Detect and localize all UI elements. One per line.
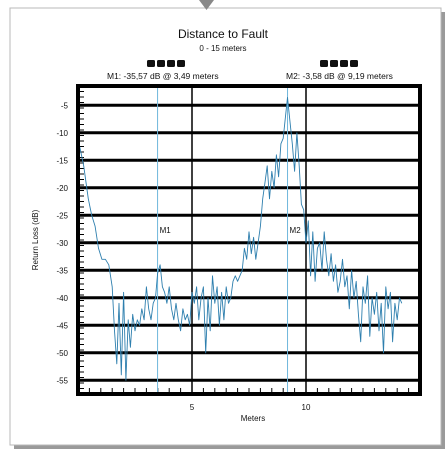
x-tick-labels: 5 10 xyxy=(190,403,311,412)
y-tick-label: -15 xyxy=(56,156,68,165)
marker-m1-readout: M1: -35,57 dB @ 3,49 meters xyxy=(107,71,219,81)
marker-m1-indicator xyxy=(147,60,185,67)
y-tick-label: -10 xyxy=(56,129,68,138)
y-tick-label: -55 xyxy=(56,376,68,385)
y-axis-label: Return Loss (dB) xyxy=(31,209,40,270)
plot-border xyxy=(76,84,422,396)
series-trace xyxy=(78,96,403,381)
y-tick-label: -50 xyxy=(56,349,68,358)
plot-area xyxy=(78,86,420,394)
y-tick-label: -40 xyxy=(56,294,68,303)
marker-m2-readout: M2: -3,58 dB @ 9,19 meters xyxy=(286,71,393,81)
panel-pointer-icon xyxy=(199,0,214,10)
x-tick-label: 10 xyxy=(302,403,311,412)
x-axis-label: Meters xyxy=(241,414,265,423)
marker-label-m2: M2 xyxy=(290,226,302,235)
chart-title: Distance to Fault xyxy=(178,27,269,41)
y-tick-label: -35 xyxy=(56,266,68,275)
marker-label-m1: M1 xyxy=(160,226,172,235)
y-tick-labels: -5 -10 -15 -20 -25 -30 -35 -40 -45 -50 -55 xyxy=(56,101,68,385)
y-tick-label: -5 xyxy=(61,101,69,110)
chart-subtitle: 0 - 15 meters xyxy=(199,44,246,53)
y-tick-label: -25 xyxy=(56,211,68,220)
x-tick-label: 5 xyxy=(190,403,195,412)
y-tick-label: -30 xyxy=(56,239,68,248)
marker-lines: M1 M2 xyxy=(157,86,302,394)
marker-m2-indicator xyxy=(320,60,358,67)
y-tick-label: -20 xyxy=(56,184,68,193)
y-tick-label: -45 xyxy=(56,321,68,330)
grid-lines xyxy=(78,86,420,394)
